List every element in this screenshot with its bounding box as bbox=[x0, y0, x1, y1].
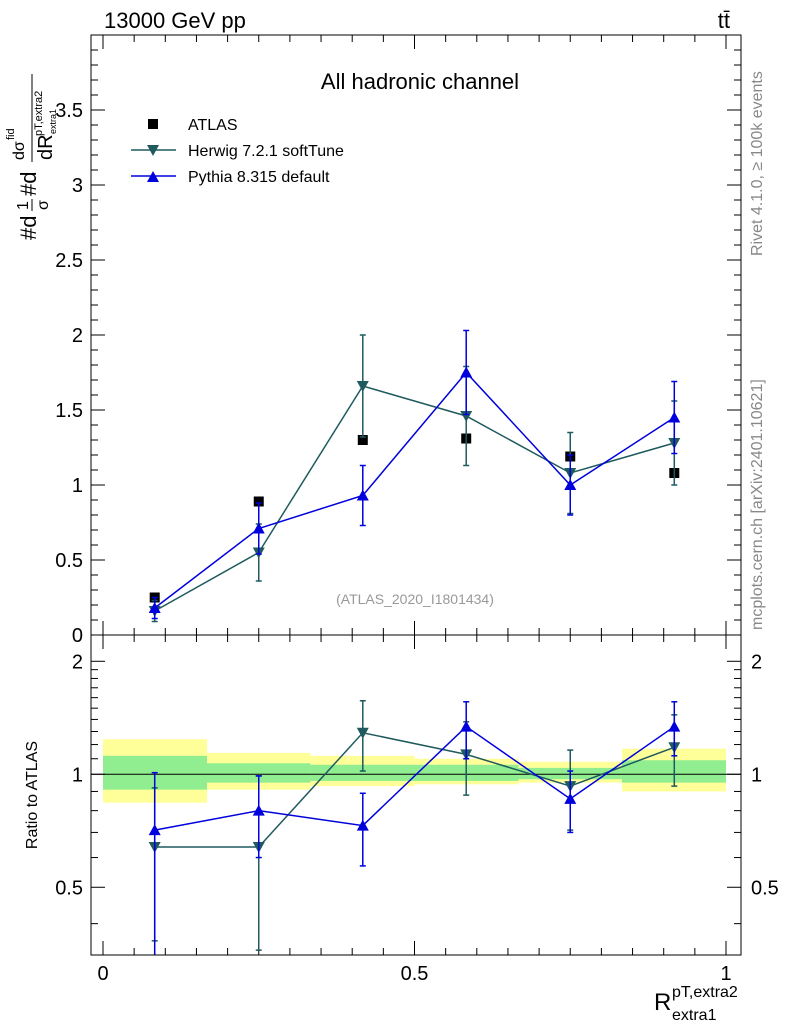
main-title: All hadronic channel bbox=[321, 69, 519, 94]
ratio-ytick-label-right: 2 bbox=[751, 651, 762, 673]
main-ytick-label: 0 bbox=[72, 625, 83, 647]
header-process-label: tt̄ bbox=[718, 8, 730, 33]
main-point-pythia bbox=[668, 411, 681, 423]
ratio-y-axis-label: Ratio to ATLAS bbox=[24, 741, 41, 849]
svg-text:dR: dR bbox=[35, 134, 57, 160]
legend-label-pythia: Pythia 8.315 default bbox=[188, 169, 330, 186]
ratio-ytick-label-right: 1 bbox=[751, 764, 762, 786]
main-point-pythia bbox=[148, 602, 161, 613]
main-point-pythia bbox=[460, 366, 473, 378]
legend-entry-pythia: Pythia 8.315 default bbox=[131, 169, 330, 186]
legend-marker-pythia bbox=[147, 171, 159, 182]
main-ytick-label: 2.5 bbox=[55, 250, 83, 272]
main-series-line bbox=[154, 371, 675, 609]
ratio-plot-frame bbox=[90, 634, 742, 956]
ratio-series-line bbox=[154, 731, 675, 848]
main-y-axis-label: #d 1 σ #d dσ fid dR pT,extra2 extra1 bbox=[5, 74, 58, 240]
legend-label-herwig: Herwig 7.2.1 softTune bbox=[188, 143, 344, 160]
main-point-pythia bbox=[564, 479, 577, 490]
main-ytick-label: 1 bbox=[72, 475, 83, 497]
ratio-series-line bbox=[154, 725, 675, 831]
ratio-point-pythia bbox=[668, 720, 681, 732]
ratio-ytick-label: 1 bbox=[72, 764, 83, 786]
main-series-atlas bbox=[149, 433, 680, 603]
ratio-xtick-label: 1 bbox=[720, 963, 731, 985]
ratio-band-inner bbox=[310, 764, 415, 781]
header-energy-label: 13000 GeV pp bbox=[104, 8, 246, 33]
legend: ATLAS Herwig 7.2.1 softTune Pythia 8.315… bbox=[131, 117, 344, 186]
main-axis-ticks: 0 0.5 1 1.5 2 2.5 3 3.5 bbox=[55, 35, 741, 647]
ratio-point-pythia bbox=[564, 792, 577, 804]
ratio-point-pythia bbox=[148, 824, 161, 836]
ratio-point-pythia bbox=[356, 819, 369, 831]
svg-text:#d: #d bbox=[16, 172, 41, 196]
main-series-pythia bbox=[148, 329, 681, 620]
svg-text:dσ: dσ bbox=[11, 141, 28, 160]
main-annotation: (ATLAS_2020_I1801434) bbox=[336, 591, 494, 607]
main-ytick-label: 3.5 bbox=[55, 100, 83, 122]
legend-entry-herwig: Herwig 7.2.1 softTune bbox=[131, 143, 344, 160]
svg-text:1: 1 bbox=[15, 201, 32, 210]
main-ytick-label: 3 bbox=[72, 175, 83, 197]
ratio-xtick-label: 0.5 bbox=[401, 963, 429, 985]
main-point-atlas bbox=[253, 496, 264, 507]
ratio-axis-ticks: 0.5 0.5 1 1 2 2 0 0.5 1 bbox=[55, 635, 779, 985]
main-point-herwig bbox=[356, 381, 369, 392]
ratio-ytick-label: 2 bbox=[72, 651, 83, 673]
ratio-xtick-label: 0 bbox=[97, 963, 108, 985]
main-ytick-label: 1.5 bbox=[55, 400, 83, 422]
svg-text:σ: σ bbox=[35, 200, 52, 210]
ratio-series-pythia bbox=[148, 701, 681, 955]
main-series-line bbox=[154, 385, 675, 612]
svg-text:extra1: extra1 bbox=[48, 109, 58, 134]
legend-entry-atlas: ATLAS bbox=[148, 117, 238, 134]
ratio-uncertainty-bands bbox=[103, 739, 726, 803]
legend-marker-herwig bbox=[147, 145, 159, 156]
main-series-herwig bbox=[148, 334, 681, 623]
svg-text:fid: fid bbox=[5, 128, 17, 140]
svg-text:pT,extra2: pT,extra2 bbox=[672, 984, 738, 1001]
ratio-point-pythia bbox=[460, 720, 473, 732]
ratio-band-inner bbox=[207, 763, 311, 783]
rivet-version-label: Rivet 4.1.0, ≥ 100k events bbox=[749, 71, 766, 256]
svg-text:R: R bbox=[654, 989, 671, 1016]
main-point-atlas bbox=[357, 435, 368, 445]
ratio-ytick-label-right: 0.5 bbox=[751, 877, 779, 899]
x-axis-label: R pT,extra2 extra1 bbox=[654, 984, 738, 1024]
ratio-series-herwig bbox=[148, 699, 681, 951]
svg-text:extra1: extra1 bbox=[672, 1007, 717, 1024]
main-ytick-label: 2 bbox=[72, 325, 83, 347]
main-ytick-label: 0.5 bbox=[55, 550, 83, 572]
svg-text:#d: #d bbox=[16, 216, 41, 240]
legend-label-atlas: ATLAS bbox=[188, 117, 238, 134]
main-point-pythia bbox=[356, 489, 369, 501]
ratio-ytick-label: 0.5 bbox=[55, 877, 83, 899]
ratio-point-herwig bbox=[356, 727, 369, 739]
svg-text:pT,extra2: pT,extra2 bbox=[33, 91, 45, 136]
main-point-pythia bbox=[252, 522, 265, 534]
legend-marker-atlas bbox=[148, 119, 158, 129]
main-panel: 0 0.5 1 1.5 2 2.5 3 3.5 All hadronic channel (A… bbox=[5, 34, 742, 647]
ratio-point-pythia bbox=[252, 804, 265, 816]
mcplots-label: mcplots.cern.ch [arXiv:2401.10621] bbox=[749, 379, 766, 630]
ratio-panel: 0.5 0.5 1 1 2 2 0 0.5 1 Ratio to ATLAS R pT,extr… bbox=[24, 634, 779, 1024]
